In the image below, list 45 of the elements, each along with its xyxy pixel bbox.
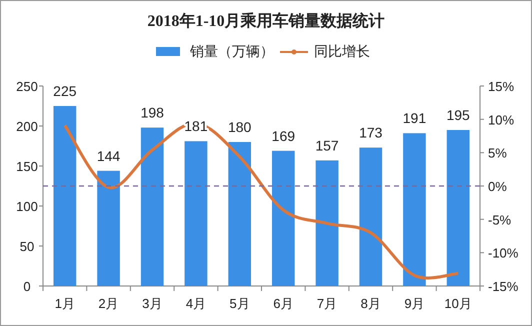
bar — [184, 141, 208, 286]
x-tick-label: 7月 — [316, 296, 338, 311]
y2-tick-label: -15% — [488, 279, 519, 294]
y2-tick-label: -10% — [488, 246, 519, 261]
data-label: 169 — [272, 128, 296, 144]
data-label: 173 — [359, 124, 383, 141]
y2-tick-label: 0% — [488, 179, 508, 194]
data-label: 198 — [140, 104, 164, 121]
data-label: 225 — [53, 83, 77, 99]
bar — [272, 150, 295, 286]
y-tick-label: 0 — [23, 279, 31, 294]
bar — [316, 160, 338, 286]
data-label: 180 — [228, 119, 252, 135]
x-tick-label: 10月 — [444, 296, 472, 311]
x-tick-label: 2月 — [98, 296, 119, 311]
bar — [228, 142, 252, 286]
chart-title: 2018年1-10月乘用车销量数据统计 — [147, 12, 385, 30]
bar — [359, 148, 382, 286]
y2-tick-label: 10% — [488, 112, 514, 128]
data-label: 144 — [96, 148, 120, 164]
y-tick-label: 200 — [16, 119, 38, 134]
y-tick-label: 150 — [16, 159, 38, 174]
bar — [53, 106, 76, 286]
y2-tick-label: -5% — [488, 212, 512, 228]
bar — [403, 133, 426, 286]
data-label: 191 — [402, 110, 426, 126]
y-tick-label: 50 — [20, 239, 34, 254]
x-tick-label: 1月 — [54, 296, 75, 311]
bar — [140, 128, 164, 286]
legend-label: 同比增长 — [314, 43, 370, 59]
data-label: 157 — [315, 137, 339, 154]
y-tick-label: 250 — [16, 79, 38, 94]
data-label: 195 — [446, 107, 470, 123]
x-tick-label: 3月 — [142, 296, 162, 311]
x-tick-label: 9月 — [404, 296, 425, 311]
x-tick-label: 6月 — [273, 296, 294, 311]
bar — [446, 130, 470, 286]
x-tick-label: 5月 — [230, 296, 250, 311]
x-tick-label: 8月 — [360, 296, 381, 311]
x-tick-label: 4月 — [186, 296, 206, 311]
y2-tick-label: 5% — [488, 146, 508, 161]
y2-tick-label: 15% — [488, 79, 514, 94]
bar — [97, 170, 120, 286]
legend-label: 销量（万辆） — [189, 43, 274, 59]
y-tick-label: 100 — [16, 199, 38, 214]
